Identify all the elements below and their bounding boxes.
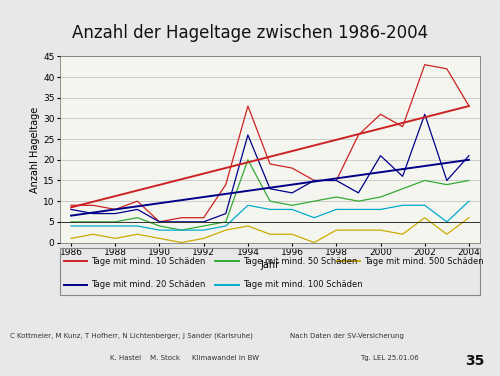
Y-axis label: Anzahl Hageltage: Anzahl Hageltage — [30, 106, 40, 193]
Text: K. Hastel    M. Stock: K. Hastel M. Stock — [110, 355, 180, 361]
Text: 35: 35 — [466, 355, 485, 368]
Text: Tage mit mind. 50 Schäden: Tage mit mind. 50 Schäden — [242, 257, 357, 266]
Text: Tage mit mind. 20 Schäden: Tage mit mind. 20 Schäden — [92, 280, 206, 289]
Text: Anzahl der Hageltage zwischen 1986-2004: Anzahl der Hageltage zwischen 1986-2004 — [72, 24, 428, 42]
X-axis label: Jahr: Jahr — [260, 260, 280, 270]
Text: Tg. LEL 25.01.06: Tg. LEL 25.01.06 — [360, 355, 419, 361]
Text: Tage mit mind. 500 Schäden: Tage mit mind. 500 Schäden — [364, 257, 484, 266]
Text: Klimawandel in BW: Klimawandel in BW — [192, 355, 258, 361]
Text: Tage mit mind. 10 Schäden: Tage mit mind. 10 Schäden — [92, 257, 206, 266]
Text: Nach Daten der SV-Versicherung: Nach Daten der SV-Versicherung — [290, 333, 404, 339]
Text: Tage mit mind. 100 Schäden: Tage mit mind. 100 Schäden — [242, 280, 362, 289]
Text: C Kottmeier, M Kunz, T Hofherr, N Lichtenberger, J Sander (Karlsruhe): C Kottmeier, M Kunz, T Hofherr, N Lichte… — [10, 333, 253, 339]
